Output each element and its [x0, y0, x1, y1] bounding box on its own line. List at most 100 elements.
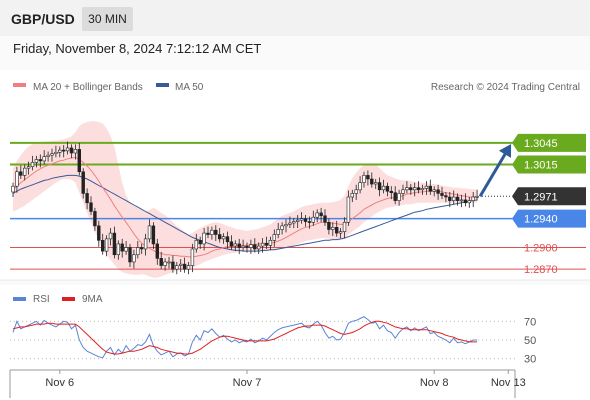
candle [405, 181, 409, 194]
candle [366, 170, 370, 186]
rsi-panel-bg [0, 285, 590, 400]
candle [214, 225, 218, 242]
symbol-label: GBP/USD [11, 11, 75, 27]
candle [93, 207, 97, 231]
candle [190, 243, 195, 273]
candle [101, 233, 105, 255]
candle [237, 238, 241, 255]
candle [432, 186, 436, 197]
candle [471, 191, 475, 208]
rsi-layer: 30 50 70 [10, 316, 536, 366]
candle [358, 176, 362, 194]
candle [397, 189, 401, 206]
candle [97, 220, 101, 247]
candle [409, 184, 413, 195]
candle [233, 240, 237, 252]
candle [280, 222, 284, 235]
legend-rsi-swatch [13, 297, 26, 301]
candle [350, 189, 354, 203]
credit-label: Research © 2024 Trading Central [431, 82, 580, 93]
candle [385, 182, 390, 197]
legend-9ma-swatch [62, 297, 75, 301]
candle [455, 193, 460, 206]
candle [373, 178, 378, 190]
candle [136, 241, 140, 259]
candle [30, 155, 35, 171]
candle [299, 212, 304, 224]
candle [182, 257, 187, 273]
candle [268, 236, 273, 251]
candle [444, 191, 448, 203]
level-label-pivot: 1.2940 [512, 209, 586, 228]
candle [342, 217, 347, 239]
candle [459, 194, 464, 208]
candle [61, 145, 66, 158]
candle [175, 261, 179, 275]
candle [276, 222, 280, 239]
candle [463, 193, 468, 207]
candle [147, 219, 152, 243]
candle [370, 172, 374, 188]
bollinger-band-layer [13, 121, 478, 278]
candle [416, 181, 421, 194]
candle [319, 207, 323, 223]
candle [42, 150, 46, 165]
candle [225, 231, 230, 249]
candle [292, 217, 296, 229]
interval-button[interactable]: 30 MIN [82, 7, 133, 31]
candle [58, 146, 62, 158]
candlestick-layer [11, 141, 479, 275]
candle [229, 235, 234, 250]
candle [159, 251, 163, 270]
level-label-support: 1.2870 [524, 264, 558, 276]
candle [393, 186, 397, 205]
candle [331, 222, 335, 236]
candle [116, 240, 121, 260]
candle [54, 145, 58, 158]
candle [38, 154, 43, 168]
candle [448, 191, 452, 208]
candle [241, 239, 245, 252]
header-bar: GBP/USD 30 MIN [0, 0, 590, 36]
candle [46, 151, 50, 162]
candle [140, 243, 144, 255]
candle [389, 186, 393, 200]
candle [323, 209, 327, 226]
candle [424, 181, 429, 195]
x-tick-label: Nov 6 [45, 377, 74, 389]
candle [327, 218, 331, 235]
level-label-current: 1.2971 [512, 187, 586, 206]
level-label-support: 1.2900 [524, 243, 558, 255]
svg-text:1.2971: 1.2971 [524, 191, 558, 203]
candle [179, 259, 183, 273]
projection-arrow-head [498, 144, 512, 158]
candle [22, 164, 27, 181]
legend-ma50-swatch [156, 83, 169, 87]
legend-9ma-label: 9MA [82, 294, 103, 305]
candle [163, 258, 167, 271]
legend-ma20-swatch [13, 83, 26, 87]
candle [104, 235, 109, 257]
candle [120, 238, 124, 258]
candle [206, 226, 210, 239]
rsi-tick-label: 70 [524, 316, 536, 328]
candle [362, 171, 366, 188]
candle [315, 209, 319, 223]
level-labels-layer: 1.3045 1.3015 1.2971 1.2940 1.2900 1.2870 [512, 133, 586, 276]
candle [19, 165, 23, 179]
x-tick-label: Nov 8 [420, 377, 449, 389]
candle [334, 220, 339, 237]
candle [26, 161, 31, 175]
candle [89, 196, 93, 216]
level-label-resistance: 1.3045 [512, 133, 586, 152]
candle [124, 241, 128, 255]
candle [346, 190, 351, 226]
candle [65, 141, 70, 155]
candle [249, 239, 253, 255]
projection-arrow-shaft [478, 150, 509, 198]
level-label-resistance: 1.3015 [512, 155, 586, 174]
candle [307, 216, 312, 229]
rsi-tick-label: 50 [524, 335, 536, 347]
candle [171, 255, 175, 273]
